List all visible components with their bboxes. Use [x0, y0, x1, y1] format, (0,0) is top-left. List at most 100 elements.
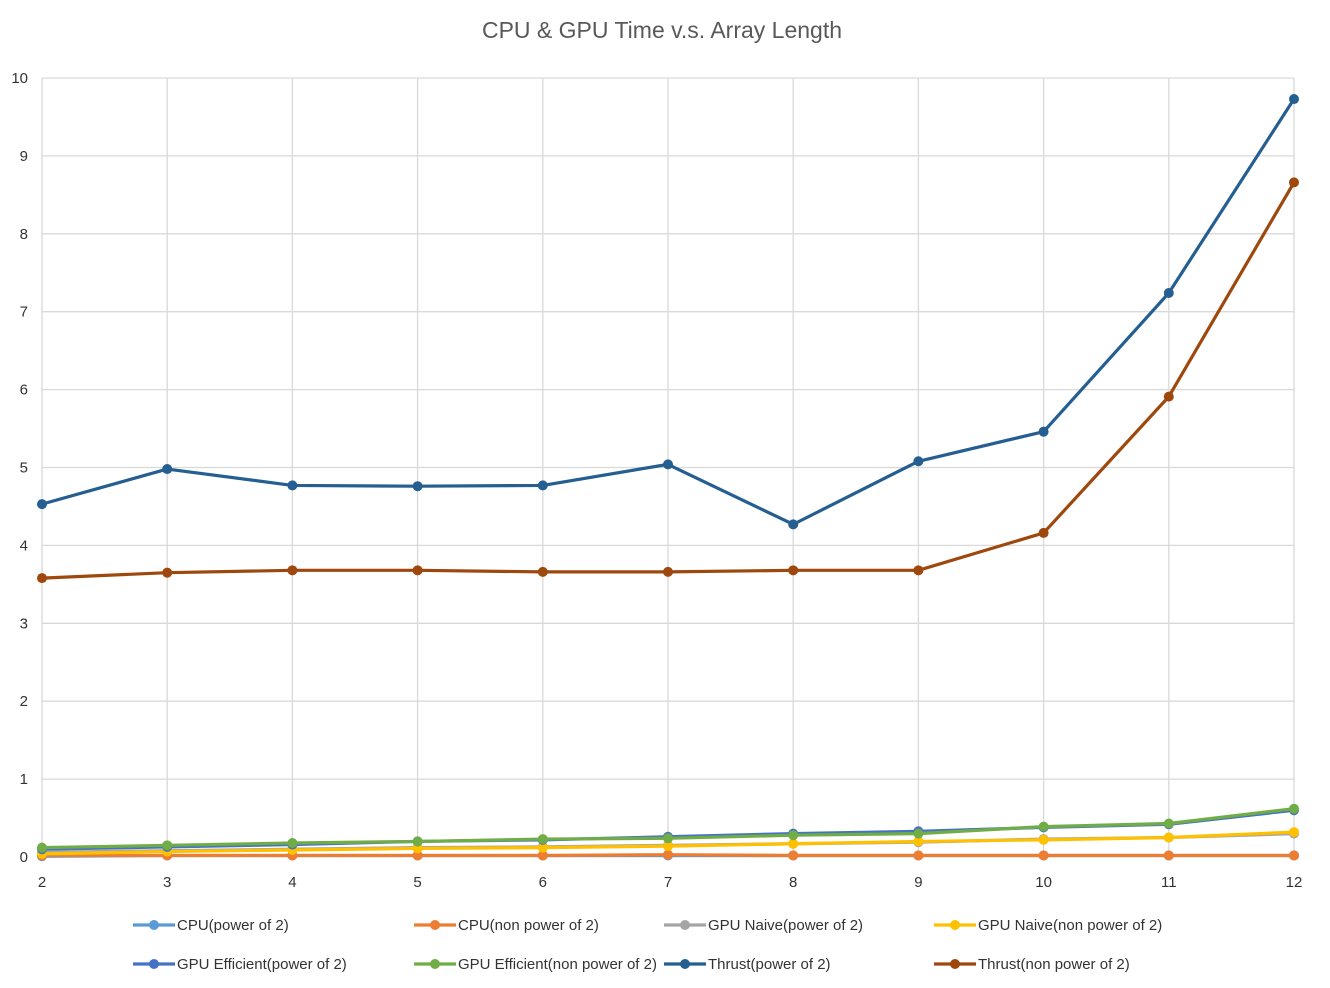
y-tick-label: 3 — [20, 615, 28, 632]
legend-swatch-marker — [149, 959, 159, 969]
data-point — [1038, 527, 1049, 538]
legend-item: GPU Naive(non power of 2) — [934, 917, 1162, 934]
data-point — [1163, 832, 1174, 843]
data-point — [1163, 391, 1174, 402]
data-point — [162, 464, 173, 475]
x-tick-label: 7 — [664, 874, 672, 891]
legend-label: GPU Efficient(non power of 2) — [458, 956, 657, 973]
x-tick-label: 12 — [1286, 874, 1303, 891]
legend-swatch-marker — [680, 920, 690, 930]
legend-swatch-marker — [680, 959, 690, 969]
data-point — [537, 834, 548, 845]
y-tick-label: 1 — [20, 771, 28, 788]
y-tick-label: 7 — [20, 304, 28, 321]
y-tick-label: 5 — [20, 460, 28, 477]
data-point — [162, 840, 173, 851]
series-group — [37, 94, 1299, 862]
data-point — [913, 565, 924, 576]
data-point — [913, 456, 924, 467]
data-point — [412, 481, 423, 492]
data-point — [663, 833, 673, 844]
data-point — [37, 499, 47, 510]
legend-item: CPU(power of 2) — [133, 917, 289, 934]
data-point — [913, 828, 924, 839]
data-point — [1038, 850, 1049, 861]
data-point — [788, 830, 799, 841]
x-tick-label: 8 — [789, 874, 797, 891]
series-7 — [37, 177, 1299, 584]
data-point — [663, 849, 673, 860]
data-point — [162, 567, 173, 578]
x-axis: 2 3 4 5 6 7 8 9 10 11 12 — [38, 874, 1303, 891]
y-tick-label: 10 — [11, 70, 28, 87]
legend-label: CPU(non power of 2) — [458, 917, 599, 934]
legend-item: GPU Efficient(non power of 2) — [414, 956, 657, 973]
data-point — [1038, 426, 1049, 437]
legend-label: GPU Naive(power of 2) — [708, 917, 863, 934]
data-point — [1289, 827, 1299, 838]
data-point — [1289, 177, 1299, 188]
data-point — [537, 480, 548, 491]
legend-swatch-marker — [430, 920, 440, 930]
data-point — [913, 850, 924, 861]
x-tick-label: 11 — [1161, 874, 1177, 891]
data-point — [412, 850, 423, 861]
data-point — [663, 841, 673, 852]
data-point — [663, 566, 673, 577]
y-tick-label: 9 — [20, 148, 28, 165]
legend-label: GPU Efficient(power of 2) — [177, 956, 347, 973]
legend-item: CPU(non power of 2) — [414, 917, 599, 934]
data-point — [1163, 850, 1174, 861]
legend-item: Thrust(power of 2) — [664, 956, 831, 973]
data-point — [1289, 850, 1299, 861]
legend-item: Thrust(non power of 2) — [934, 956, 1130, 973]
data-point — [913, 836, 924, 847]
data-point — [412, 836, 423, 847]
data-point — [788, 838, 799, 849]
data-point — [537, 850, 548, 861]
data-point — [287, 480, 298, 491]
y-tick-label: 0 — [20, 849, 28, 866]
data-point — [287, 565, 298, 576]
data-point — [37, 842, 47, 853]
x-tick-label: 10 — [1035, 874, 1052, 891]
x-tick-label: 4 — [288, 874, 296, 891]
x-tick-label: 6 — [539, 874, 547, 891]
legend-swatch-marker — [950, 920, 960, 930]
legend-label: GPU Naive(non power of 2) — [978, 917, 1162, 934]
data-point — [1289, 803, 1299, 814]
data-point — [788, 565, 799, 576]
legend: CPU(power of 2) CPU(non power of 2) GPU Na… — [133, 917, 1162, 973]
y-tick-label: 6 — [20, 382, 28, 399]
data-point — [1163, 288, 1174, 299]
legend-swatch-marker — [950, 959, 960, 969]
data-point — [1038, 834, 1049, 845]
data-point — [537, 566, 548, 577]
data-point — [412, 565, 423, 576]
series-5 — [37, 803, 1299, 853]
data-point — [37, 573, 47, 584]
data-point — [412, 843, 423, 854]
legend-swatch-marker — [149, 920, 159, 930]
legend-swatch-marker — [430, 959, 440, 969]
chart-title: CPU & GPU Time v.s. Array Length — [482, 17, 842, 43]
data-point — [537, 842, 548, 853]
x-tick-label: 2 — [38, 874, 46, 891]
data-point — [663, 459, 673, 470]
y-tick-label: 8 — [20, 226, 28, 243]
legend-label: Thrust(non power of 2) — [978, 956, 1130, 973]
legend-label: CPU(power of 2) — [177, 917, 289, 934]
legend-item: GPU Efficient(power of 2) — [133, 956, 347, 973]
data-point — [1038, 821, 1049, 832]
x-tick-label: 9 — [914, 874, 922, 891]
series-6 — [37, 94, 1299, 530]
data-point — [788, 850, 799, 861]
data-point — [1163, 818, 1174, 829]
x-tick-label: 5 — [413, 874, 421, 891]
y-tick-label: 4 — [20, 537, 28, 554]
y-axis: 0 1 2 3 4 5 6 7 8 9 10 — [11, 70, 28, 866]
x-tick-label: 3 — [163, 874, 171, 891]
data-point — [788, 519, 799, 530]
legend-label: Thrust(power of 2) — [708, 956, 831, 973]
